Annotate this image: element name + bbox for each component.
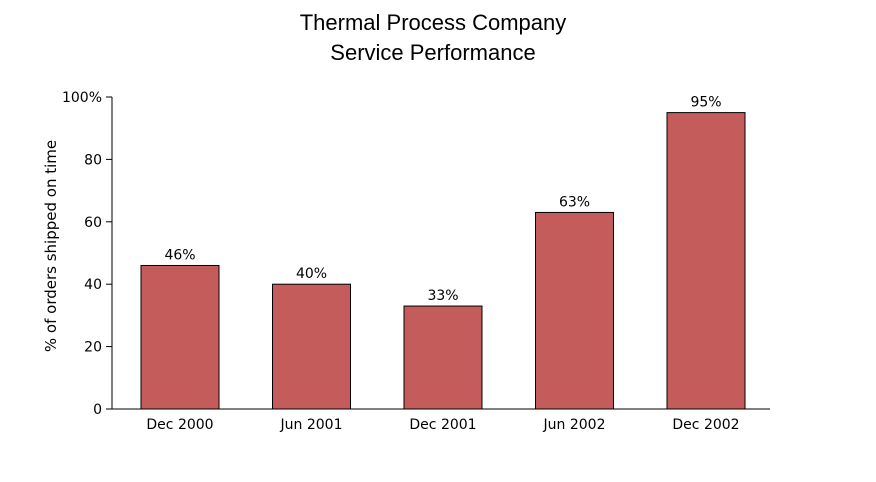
- x-tick-label: Dec 2002: [672, 417, 739, 433]
- y-tick-label: 60: [84, 215, 102, 231]
- data-labels: 46% 40% 33% 63% 95%: [164, 95, 721, 304]
- x-tick-label: Jun 2002: [543, 417, 606, 433]
- bar: [140, 264, 220, 410]
- x-tick-label: Dec 2000: [146, 417, 213, 433]
- bars: [140, 112, 746, 410]
- y-tick-label: 80: [84, 152, 102, 168]
- bar-value-label: 40%: [296, 266, 327, 282]
- y-tick-label: 100%: [62, 90, 102, 106]
- bar: [272, 283, 351, 410]
- y-tick-label: 20: [84, 340, 102, 356]
- y-tick-label: 0: [93, 402, 102, 418]
- x-tick-label: Jun 2001: [280, 417, 343, 433]
- y-axis-label: % of orders shipped on time: [42, 140, 60, 352]
- chart-title: Thermal Process Company: [300, 10, 567, 35]
- bar-value-label: 63%: [559, 194, 590, 210]
- bar-value-label: 46%: [164, 247, 195, 263]
- chart-subtitle: Service Performance: [330, 40, 535, 65]
- x-tick-label: Dec 2001: [409, 417, 476, 433]
- bar-value-label: 95%: [690, 95, 721, 111]
- bar: [666, 112, 746, 410]
- bar: [535, 211, 614, 410]
- y-tick-label: 40: [84, 277, 102, 293]
- bar: [403, 305, 483, 410]
- y-axis: 0 20 40 60 80 100%: [62, 90, 113, 418]
- bar-value-label: 33%: [427, 288, 458, 304]
- x-axis: Dec 2000 Jun 2001 Dec 2001 Jun 2002 Dec 2002: [112, 408, 770, 433]
